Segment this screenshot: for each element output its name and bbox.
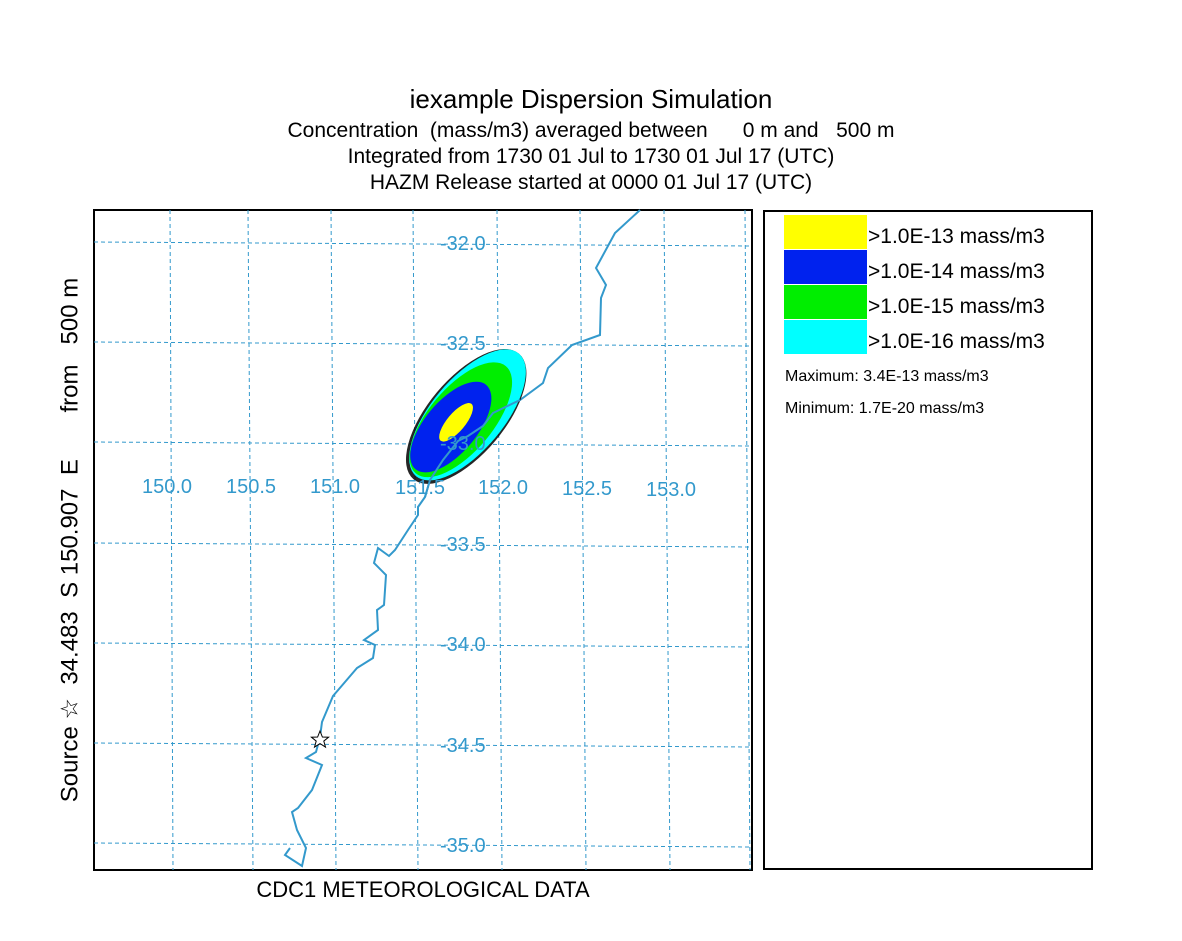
star-icon — [310, 729, 330, 749]
lat-label: -35.0 — [440, 835, 486, 857]
lon-line — [330, 209, 337, 871]
lat-line — [93, 742, 753, 748]
legend-swatch — [784, 250, 867, 284]
lon-line — [663, 209, 671, 871]
lat-line — [93, 842, 753, 848]
lon-label: 151.0 — [310, 476, 360, 498]
coastline-over-plume — [424, 399, 521, 498]
lon-line — [496, 209, 503, 871]
lon-line — [169, 209, 174, 871]
lon-label: 150.5 — [226, 476, 276, 498]
legend-minimum: Minimum: 1.7E-20 mass/m3 — [785, 400, 985, 417]
lon-label: 151.5 — [395, 477, 445, 499]
legend-label: >1.0E-13 mass/m3 — [868, 225, 1045, 248]
lon-label: 153.0 — [646, 479, 696, 501]
map-frame — [93, 209, 753, 871]
lat-label: -33.5 — [440, 534, 486, 556]
legend-swatch — [784, 320, 867, 354]
lat-line — [93, 341, 753, 347]
plot-title: iexample Dispersion Simulation — [409, 84, 773, 114]
lat-label: -34.5 — [440, 735, 486, 757]
lon-line — [579, 209, 587, 871]
lat-line — [93, 642, 753, 648]
meteorological-data-label: CDC1 METEOROLOGICAL DATA — [256, 877, 590, 902]
lat-label: -34.0 — [440, 634, 486, 656]
legend-swatch — [784, 215, 867, 249]
legend-label: >1.0E-16 mass/m3 — [868, 330, 1045, 353]
lat-line — [93, 542, 753, 548]
lat-label: -33.0 — [440, 433, 486, 455]
subtitle-concentration: Concentration (mass/m3) averaged between… — [287, 119, 895, 142]
latitude-labels: -32.0 -32.5 -33.0 -33.5 -34.0 -34.5 -35.… — [440, 233, 486, 857]
lat-line — [93, 241, 753, 247]
lon-label: 152.5 — [562, 478, 612, 500]
subtitle-integration: Integrated from 1730 01 Jul to 1730 01 J… — [347, 145, 835, 168]
subtitle-release: HAZM Release started at 0000 01 Jul 17 (… — [369, 171, 813, 194]
plume-band-yellow — [439, 403, 473, 442]
legend-swatch — [784, 285, 867, 319]
lon-line — [744, 209, 751, 871]
graticule — [93, 209, 753, 871]
legend-label: >1.0E-15 mass/m3 — [868, 295, 1045, 318]
concentration-plume — [405, 349, 527, 484]
lon-label: 152.0 — [478, 477, 528, 499]
lon-line — [412, 209, 419, 871]
lon-line — [247, 209, 254, 871]
lat-label: -32.5 — [440, 333, 486, 355]
longitude-labels: 150.0 150.5 151.0 151.5 152.0 152.5 153.… — [142, 476, 696, 501]
lat-label: -32.0 — [440, 233, 486, 255]
lon-label: 150.0 — [142, 476, 192, 498]
legend-panel: >1.0E-13 mass/m3 >1.0E-14 mass/m3 >1.0E-… — [763, 210, 1093, 870]
legend-maximum: Maximum: 3.4E-13 mass/m3 — [785, 368, 989, 385]
coastline — [283, 209, 641, 868]
legend-label: >1.0E-14 mass/m3 — [868, 260, 1045, 283]
